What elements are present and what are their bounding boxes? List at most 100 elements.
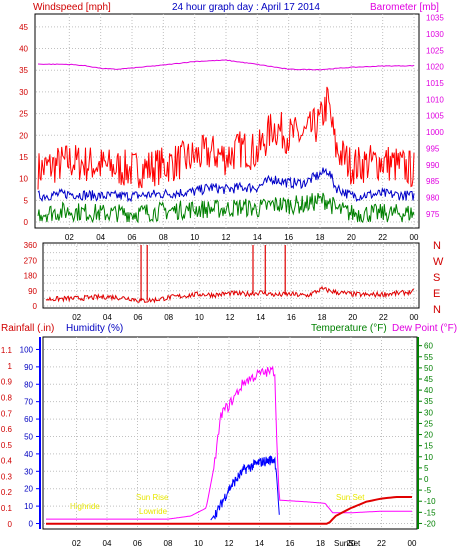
climate-x-tick-label: 10	[194, 539, 203, 548]
temperature-tick-label: 5	[424, 464, 429, 473]
temperature-tick-label: -20	[424, 519, 436, 528]
temperature-tick-label: 25	[424, 419, 433, 428]
wind-x-tick-label: 02	[65, 233, 74, 242]
wind-tick-label: 45	[19, 23, 28, 32]
compass-north-bottom: N	[433, 304, 441, 316]
direction-x-tick-label: 00	[410, 313, 419, 322]
annotation-sunrise: Sun Rise	[136, 493, 169, 502]
annotation-sunset-axis: SunSet	[334, 539, 361, 548]
barometer-series	[37, 59, 415, 71]
compass-west: W	[433, 256, 444, 268]
barometer-axis-title: Barometer [mb]	[370, 2, 439, 13]
direction-x-tick-label: 16	[287, 313, 296, 322]
barometer-tick-label: 1010	[426, 95, 444, 104]
wind-x-tick-label: 20	[347, 233, 356, 242]
humidity-tick-label: 20	[24, 485, 33, 494]
wind-x-tick-label: 22	[378, 233, 387, 242]
direction-x-tick-label: 20	[348, 313, 357, 322]
direction-x-tick-label: 18	[318, 313, 327, 322]
wind-x-tick-label: 10	[190, 233, 199, 242]
direction-x-tick-label: 02	[72, 313, 81, 322]
rainfall-tick-label: 1.1	[1, 346, 13, 355]
temperature-tick-label: 45	[424, 375, 433, 384]
humidity-tick-label: 50	[24, 432, 33, 441]
wind-x-tick-label: 00	[410, 233, 419, 242]
barometer-tick-label: 1020	[426, 63, 444, 72]
temperature-tick-label: 35	[424, 397, 433, 406]
temperature-tick-label: -15	[424, 508, 436, 517]
barometer-tick-label: 1005	[426, 112, 444, 121]
humidity-tick-label: 60	[24, 415, 33, 424]
temperature-series	[46, 365, 412, 520]
temperature-tick-label: 10	[424, 453, 433, 462]
climate-x-tick-label: 22	[377, 539, 386, 548]
direction-x-tick-label: 22	[379, 313, 388, 322]
direction-x-tick-label: 14	[256, 313, 265, 322]
temperature-tick-label: 50	[424, 364, 433, 373]
climate-x-tick-label: 04	[103, 539, 112, 548]
plot-layer: 0510152025303540459759809859909951000100…	[1, 14, 444, 548]
climate-x-tick-label: 14	[255, 539, 264, 548]
temperature-tick-label: 20	[424, 431, 433, 440]
rainfall-tick-label: 0	[8, 520, 13, 529]
direction-x-tick-label: 10	[195, 313, 204, 322]
temperature-tick-label: -10	[424, 497, 436, 506]
wind-low-series	[37, 192, 415, 224]
wind-panel-frame	[34, 13, 420, 229]
humidity-tick-label: 10	[24, 502, 33, 511]
wind-tick-label: 35	[19, 66, 28, 75]
wind-tick-label: 0	[24, 218, 29, 227]
rainfall-tick-label: 0.8	[1, 393, 13, 402]
climate-x-tick-label: 20	[347, 539, 356, 548]
wind-x-tick-label: 04	[96, 233, 105, 242]
temperature-tick-label: 30	[424, 408, 433, 417]
humidity-axis-title: Humidity (%)	[66, 323, 123, 334]
temperature-tick-label: 0	[424, 475, 429, 484]
rainfall-tick-label: 0.5	[1, 441, 13, 450]
climate-x-tick-label: 02	[72, 539, 81, 548]
climate-x-tick-label: 12	[225, 539, 234, 548]
direction-x-tick-label: 12	[226, 313, 235, 322]
barometer-tick-label: 985	[426, 177, 440, 186]
direction-tick-label: 180	[24, 272, 38, 281]
humidity-tick-label: 90	[24, 363, 33, 372]
direction-tick-label: 90	[28, 287, 37, 296]
barometer-tick-label: 980	[426, 193, 440, 202]
wind-tick-label: 5	[24, 196, 29, 205]
rainfall-tick-label: 0.2	[1, 488, 13, 497]
compass-south: S	[433, 272, 440, 284]
temperature-tick-label: 15	[424, 442, 433, 451]
annotation-lowride: Lowride	[139, 507, 168, 516]
temperature-tick-label: 40	[424, 386, 433, 395]
wind-tick-label: 10	[19, 175, 28, 184]
wind-x-tick-label: 18	[316, 233, 325, 242]
humidity-tick-label: 0	[29, 520, 34, 529]
wind-tick-label: 20	[19, 131, 28, 140]
compass-east: E	[433, 288, 440, 300]
direction-panel-frame	[42, 242, 420, 309]
annotation-sunset: Sun Set	[336, 493, 365, 502]
temperature-tick-label: -5	[424, 486, 432, 495]
chart-title: 24 hour graph day : April 17 2014	[172, 2, 320, 13]
climate-x-tick-label: 18	[316, 539, 325, 548]
barometer-tick-label: 990	[426, 161, 440, 170]
wind-tick-label: 25	[19, 110, 28, 119]
rainfall-tick-label: 0.9	[1, 378, 13, 387]
rainfall-tick-label: 0.4	[1, 457, 13, 466]
rainfall-tick-label: 0.6	[1, 425, 13, 434]
direction-tick-label: 270	[24, 256, 38, 265]
direction-x-tick-label: 08	[164, 313, 173, 322]
compass-north-top: N	[433, 240, 441, 252]
wind-gust-series	[37, 86, 415, 190]
humidity-series	[210, 455, 280, 521]
barometer-tick-label: 1035	[426, 14, 444, 23]
wind-average-series	[37, 167, 415, 203]
barometer-tick-label: 975	[426, 210, 440, 219]
climate-x-tick-label: 00	[408, 539, 417, 548]
barometer-tick-label: 1025	[426, 46, 444, 55]
barometer-tick-label: 1015	[426, 79, 444, 88]
rainfall-tick-label: 0.7	[1, 409, 13, 418]
climate-x-tick-label: 08	[164, 539, 173, 548]
humidity-tick-label: 80	[24, 380, 33, 389]
